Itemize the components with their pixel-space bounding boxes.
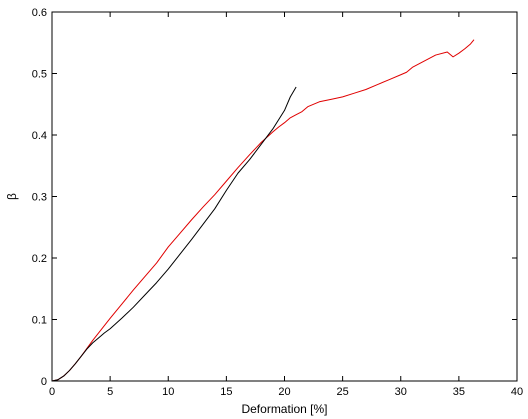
x-tick-label: 35 — [453, 386, 465, 398]
y-tick-label: 0.3 — [32, 192, 47, 204]
y-tick-label: 0.5 — [32, 69, 47, 81]
plot-area — [52, 12, 517, 381]
series-line-2 — [51, 86, 297, 382]
series-line-1 — [51, 39, 475, 382]
y-tick-label: 0.2 — [32, 253, 47, 265]
x-tick-label: 30 — [395, 386, 407, 398]
series-layer — [51, 39, 475, 382]
x-tick-label: 5 — [107, 386, 113, 398]
y-tick-label: 0.4 — [32, 130, 47, 142]
y-tick-label: 0.6 — [32, 7, 47, 19]
x-tick-label: 40 — [511, 386, 523, 398]
x-axis-label: Deformation [%] — [241, 402, 327, 416]
y-axis-label: β — [5, 193, 19, 200]
y-tick-label: 0.1 — [32, 315, 47, 327]
plot-background — [52, 12, 517, 381]
x-tick-label: 0 — [49, 386, 55, 398]
x-tick-label: 20 — [278, 386, 290, 398]
y-tick-label: 0 — [41, 376, 47, 388]
x-tick-label: 25 — [337, 386, 349, 398]
axes: 0 5 10 15 20 25 30 35 40 0 0.1 0.2 0.3 0.4 0.5 0.6 — [32, 7, 523, 398]
x-tick-label: 15 — [220, 386, 232, 398]
x-tick-label: 10 — [162, 386, 174, 398]
